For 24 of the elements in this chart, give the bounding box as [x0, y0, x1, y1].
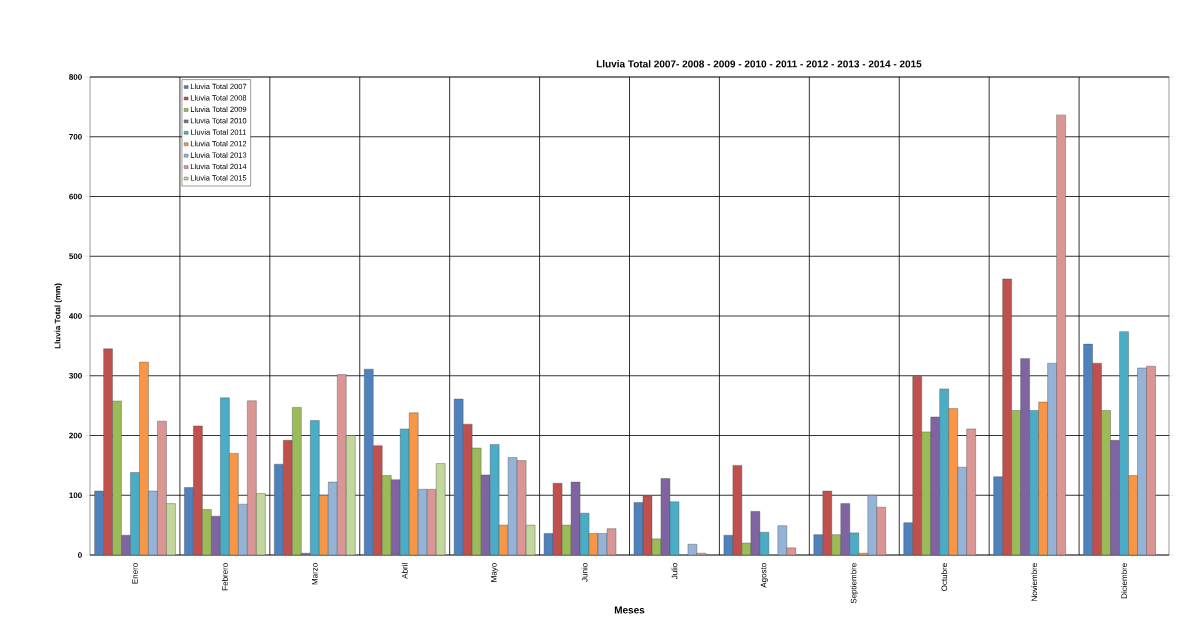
y-tick-label: 700 [69, 133, 82, 140]
x-tick-label: Julio [671, 563, 678, 580]
x-tick-label: Febrero [221, 563, 228, 591]
y-tick-label: 500 [69, 253, 82, 260]
x-tick-label: Mayo [491, 563, 499, 582]
x-tick-label: Enero [132, 563, 138, 584]
y-tick-label: 800 [69, 74, 82, 80]
y-tick-label: 600 [69, 193, 82, 200]
x-tick-label: Octubre [941, 563, 948, 591]
x-tick-label: Noviembre [1031, 563, 1038, 601]
x-tick-label: Marzo [312, 563, 318, 585]
x-tick-label: Septiembre [850, 563, 859, 604]
y-tick-label: 400 [68, 313, 82, 319]
x-tick-label: Abril [401, 563, 408, 579]
x-tick-label: Junio [581, 563, 588, 582]
chart-title: Lluvia Total 2007- 2008 - 2009 - 2010 - 2011 - 2012 - 2013 - 2014 - 2015 [596, 60, 922, 68]
y-tick-label: 300 [69, 372, 82, 379]
x-tick-label: Diciembre [1121, 563, 1127, 599]
y-tick-label: 200 [69, 432, 82, 439]
y-axis-title: Lluvia Total (mm) [54, 283, 62, 349]
y-tick-label: 100 [69, 492, 82, 499]
x-tick-label: Agosto [760, 563, 768, 588]
x-axis-title: Meses [614, 606, 645, 614]
y-tick-label: 0 [78, 552, 82, 558]
